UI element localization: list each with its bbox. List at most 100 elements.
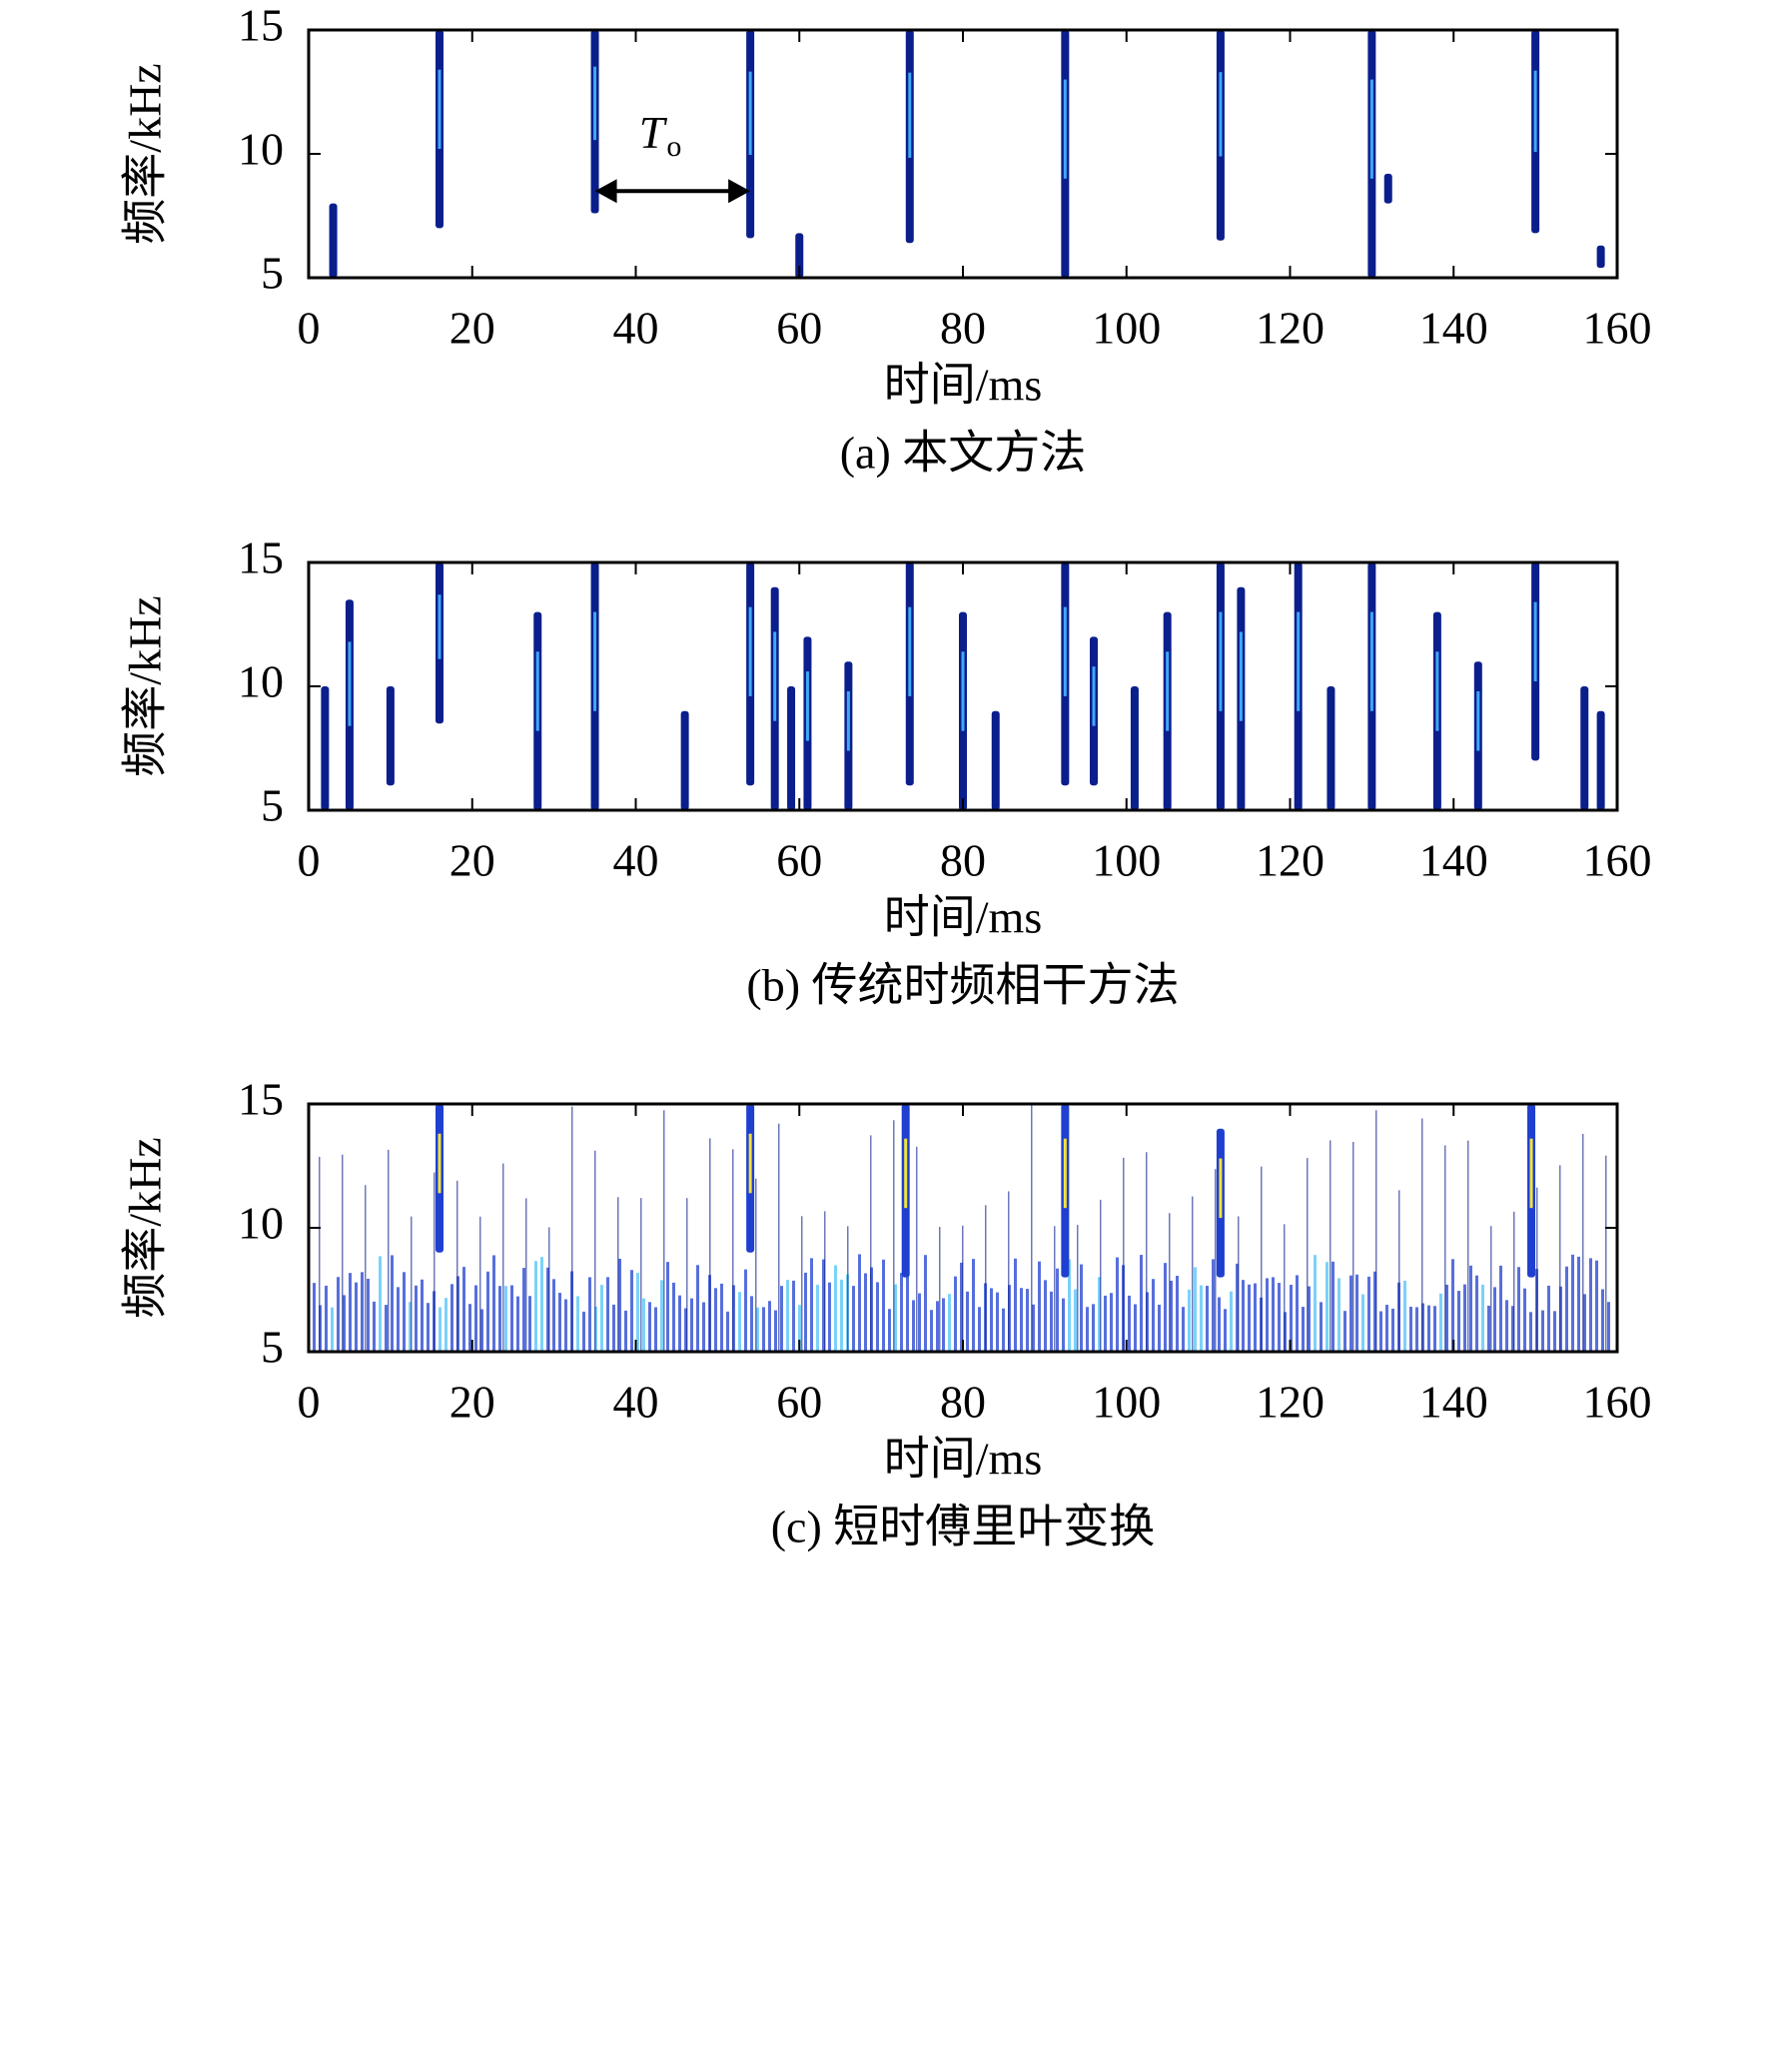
y-tick-label: 15 bbox=[238, 0, 284, 51]
contour-line bbox=[571, 1106, 573, 1352]
y-tick-label: 5 bbox=[261, 1322, 284, 1373]
stripe-core bbox=[1533, 70, 1537, 153]
x-tick-label: 80 bbox=[940, 835, 986, 886]
stripe-core bbox=[773, 631, 777, 721]
noise-streak bbox=[379, 1256, 382, 1352]
x-tick-label: 120 bbox=[1256, 835, 1325, 886]
noise-streak bbox=[1296, 1275, 1299, 1352]
noise-streak bbox=[858, 1254, 861, 1352]
stripe-core bbox=[438, 1133, 442, 1194]
x-tick-label: 100 bbox=[1092, 303, 1161, 354]
contour-line bbox=[525, 1198, 527, 1352]
noise-streak bbox=[1014, 1258, 1017, 1352]
panel: 0 20 40 60 80 100 120 140 160 5 10 15 时间/ms 频率/kHz (b)… bbox=[120, 532, 1652, 1011]
noise-streak bbox=[1511, 1306, 1514, 1352]
noise-streak bbox=[534, 1261, 537, 1352]
noise-streak bbox=[480, 1309, 483, 1352]
contour-line bbox=[1261, 1166, 1263, 1352]
noise-streak bbox=[906, 1272, 909, 1352]
noise-streak bbox=[618, 1258, 621, 1352]
contour-line bbox=[1215, 1169, 1217, 1352]
stripe-core bbox=[1063, 79, 1067, 179]
stripe-core bbox=[1219, 1158, 1223, 1219]
stripe-core bbox=[1063, 1138, 1067, 1209]
noise-streak bbox=[924, 1255, 927, 1352]
y-tick-label: 5 bbox=[261, 780, 284, 831]
noise-streak bbox=[361, 1272, 364, 1352]
noise-streak bbox=[355, 1282, 358, 1352]
noise-streak bbox=[421, 1279, 424, 1352]
noise-streak bbox=[1134, 1304, 1137, 1352]
contour-line bbox=[755, 1178, 757, 1352]
noise-streak bbox=[1589, 1258, 1592, 1352]
noise-streak bbox=[774, 1310, 777, 1352]
noise-streak bbox=[1194, 1267, 1197, 1352]
noise-streak bbox=[474, 1285, 477, 1352]
noise-streak bbox=[546, 1267, 549, 1352]
noise-streak bbox=[1361, 1294, 1364, 1352]
stripe bbox=[680, 710, 689, 810]
stripe-core bbox=[748, 71, 752, 155]
noise-streak bbox=[606, 1277, 609, 1352]
x-tick-label: 60 bbox=[776, 1377, 822, 1428]
noise-streak bbox=[1308, 1286, 1311, 1352]
noise-streak bbox=[1469, 1265, 1472, 1352]
noise-streak bbox=[648, 1302, 651, 1352]
x-tick-label: 40 bbox=[613, 835, 659, 886]
arrow-head bbox=[728, 179, 751, 204]
stripe bbox=[991, 710, 1000, 810]
noise-streak bbox=[1116, 1257, 1119, 1352]
x-tick-label: 100 bbox=[1092, 1377, 1161, 1428]
x-tick-label: 40 bbox=[613, 1377, 659, 1428]
noise-streak bbox=[1248, 1284, 1251, 1352]
noise-streak bbox=[1505, 1300, 1508, 1352]
x-tick-label: 140 bbox=[1419, 835, 1488, 886]
noise-streak bbox=[1547, 1285, 1550, 1352]
noise-streak bbox=[900, 1273, 903, 1352]
noise-streak bbox=[1140, 1255, 1143, 1352]
contour-line bbox=[1513, 1211, 1515, 1352]
noise-streak bbox=[798, 1305, 801, 1352]
noise-streak bbox=[636, 1273, 639, 1352]
noise-streak bbox=[750, 1296, 753, 1352]
noise-streak bbox=[1571, 1254, 1574, 1352]
noise-streak bbox=[1038, 1261, 1041, 1352]
noise-streak bbox=[852, 1286, 855, 1352]
noise-streak bbox=[1314, 1255, 1317, 1352]
noise-streak bbox=[936, 1301, 939, 1352]
noise-streak bbox=[1493, 1287, 1496, 1352]
x-tick-label: 140 bbox=[1419, 1377, 1488, 1428]
noise-streak bbox=[528, 1296, 531, 1352]
caption: (b) 传统时频相干方法 bbox=[746, 960, 1179, 1011]
y-tick-label: 10 bbox=[238, 656, 284, 707]
noise-streak bbox=[882, 1259, 885, 1352]
noise-streak bbox=[1517, 1267, 1520, 1352]
stripe-core bbox=[805, 671, 809, 741]
stripe-core bbox=[1369, 79, 1373, 179]
stripe-core bbox=[1435, 651, 1439, 731]
noise-streak bbox=[540, 1257, 543, 1352]
contour-line bbox=[1146, 1152, 1148, 1352]
stripe-core bbox=[1063, 606, 1067, 696]
contour-line bbox=[824, 1211, 826, 1352]
noise-streak bbox=[1056, 1268, 1059, 1352]
noise-streak bbox=[1200, 1285, 1203, 1352]
noise-streak bbox=[768, 1301, 771, 1352]
x-tick-label: 80 bbox=[940, 303, 986, 354]
contour-line bbox=[1352, 1142, 1354, 1352]
noise-streak bbox=[1080, 1264, 1083, 1352]
contour-line bbox=[870, 1135, 872, 1352]
noise-streak bbox=[828, 1282, 831, 1352]
x-tick-label: 0 bbox=[298, 1377, 321, 1428]
contour-line bbox=[411, 1216, 413, 1352]
noise-streak bbox=[744, 1269, 747, 1352]
contour-line bbox=[479, 1216, 481, 1352]
noise-streak bbox=[930, 1310, 933, 1352]
noise-streak bbox=[600, 1285, 603, 1352]
x-tick-label: 0 bbox=[298, 835, 321, 886]
noise-streak bbox=[391, 1255, 394, 1352]
panel: 0 20 40 60 80 100 120 140 160 5 10 15 时间/ms 频率/kHz (a)… bbox=[120, 0, 1652, 479]
contour-line bbox=[1375, 1110, 1377, 1352]
stripe-core bbox=[1092, 666, 1096, 726]
noise-streak bbox=[1128, 1295, 1131, 1352]
